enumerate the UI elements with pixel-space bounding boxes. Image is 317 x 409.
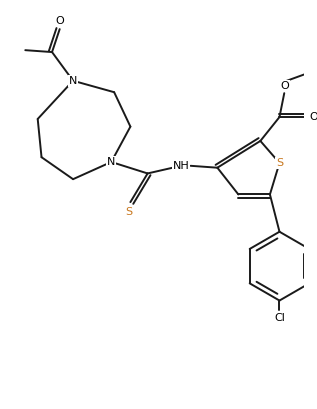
Text: S: S xyxy=(276,158,283,168)
Text: O: O xyxy=(55,16,64,27)
Text: O: O xyxy=(280,81,289,90)
Text: N: N xyxy=(69,76,77,86)
Text: S: S xyxy=(125,207,132,217)
Text: O: O xyxy=(309,112,317,122)
Text: N: N xyxy=(107,157,115,167)
Text: Cl: Cl xyxy=(274,313,285,323)
Text: NH: NH xyxy=(173,161,190,171)
